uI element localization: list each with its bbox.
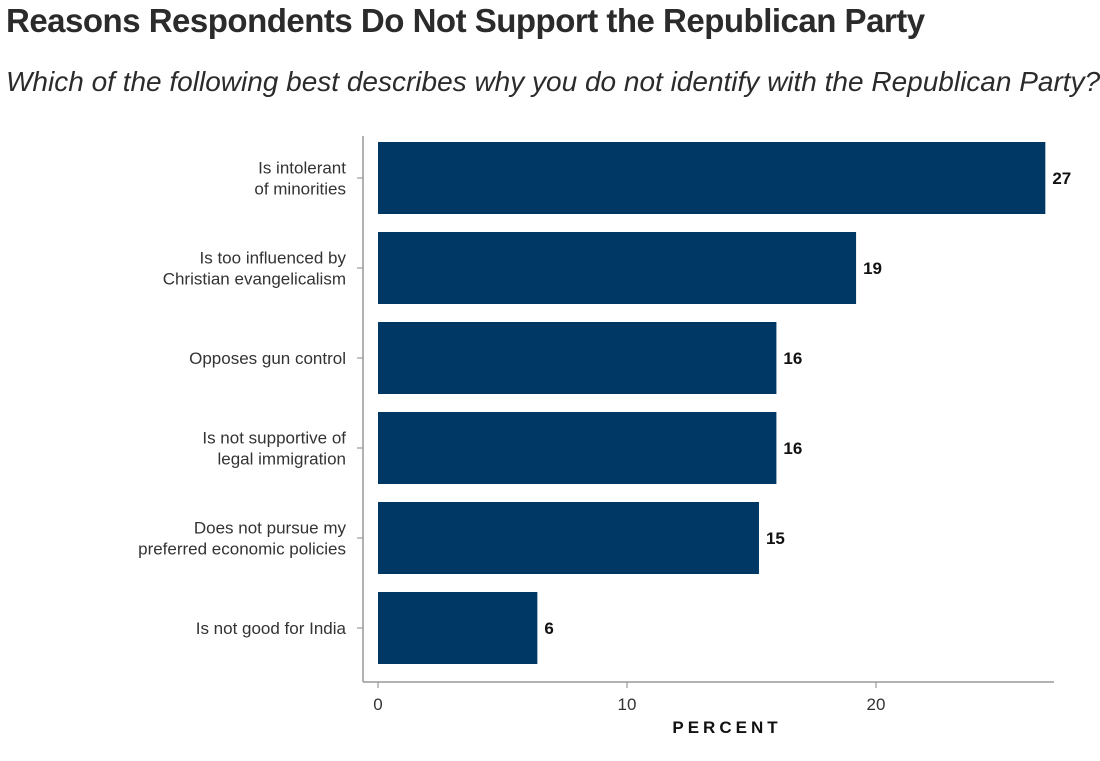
bar	[378, 592, 538, 664]
bar-value-label: 27	[1052, 169, 1071, 188]
x-axis-label: PERCENT	[672, 718, 781, 737]
bar	[378, 232, 857, 304]
category-label: Christian evangelicalism	[163, 270, 346, 289]
category-label: Is too influenced by	[200, 249, 347, 268]
x-tick-label: 20	[867, 695, 886, 714]
category-label: Opposes gun control	[189, 349, 346, 368]
category-label: Is not supportive of	[202, 429, 346, 448]
category-label: Is intolerant	[258, 159, 346, 178]
bar-value-label: 19	[863, 259, 882, 278]
bar-value-label: 6	[544, 619, 553, 638]
category-label: Does not pursue my	[194, 519, 347, 538]
category-label: Is not good for India	[196, 619, 347, 638]
chart-subtitle: Which of the following best describes wh…	[6, 66, 1100, 97]
category-label: preferred economic policies	[138, 540, 346, 559]
category-label: legal immigration	[218, 450, 347, 469]
x-tick-label: 0	[373, 695, 382, 714]
bar	[378, 322, 777, 394]
bar	[378, 412, 777, 484]
bar	[378, 142, 1046, 214]
x-tick-label: 10	[618, 695, 637, 714]
category-label: of minorities	[254, 180, 346, 199]
bar	[378, 502, 759, 574]
bar-value-label: 16	[783, 349, 802, 368]
bar-value-label: 15	[766, 529, 785, 548]
bar-value-label: 16	[783, 439, 802, 458]
chart-title: Reasons Respondents Do Not Support the R…	[6, 2, 925, 39]
